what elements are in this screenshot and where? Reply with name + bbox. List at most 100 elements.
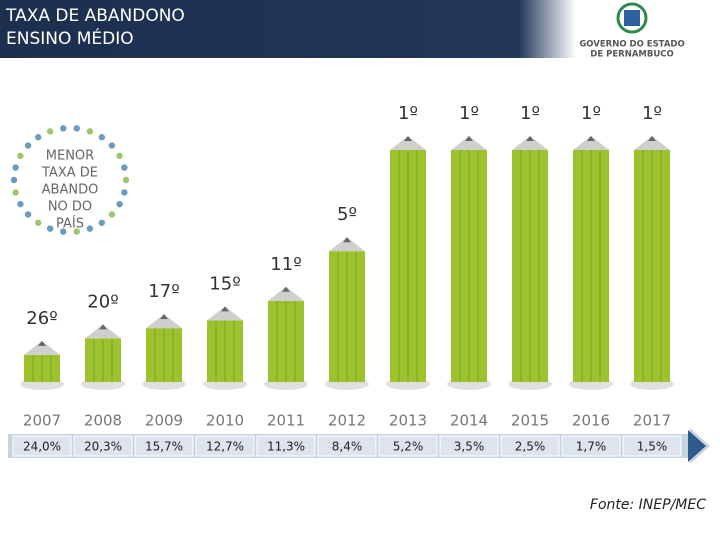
year-label: 2016 bbox=[572, 412, 610, 430]
year-label: 2017 bbox=[633, 412, 671, 430]
rate-label: 15,7% bbox=[145, 440, 183, 454]
pencil-tip bbox=[146, 314, 182, 329]
rank-label: 26º bbox=[26, 308, 57, 329]
pencil-lead bbox=[221, 306, 229, 312]
rank-label: 5º bbox=[337, 204, 357, 225]
year-label: 2012 bbox=[328, 412, 366, 430]
rate-label: 2,5% bbox=[515, 440, 546, 454]
year-label: 2014 bbox=[450, 412, 488, 430]
figure bbox=[116, 200, 123, 208]
figure bbox=[121, 164, 128, 171]
pencil-tip bbox=[329, 237, 365, 252]
pencil-tip bbox=[24, 340, 60, 355]
rate-label: 8,4% bbox=[332, 440, 363, 454]
rank-label: 17º bbox=[148, 281, 179, 302]
pencil-lead bbox=[465, 136, 473, 141]
year-label: 2013 bbox=[389, 412, 427, 430]
figure bbox=[108, 211, 116, 218]
figure bbox=[34, 134, 42, 141]
logo-text: GOVERNO DO ESTADO bbox=[579, 40, 684, 50]
figure bbox=[60, 228, 67, 235]
rate-box bbox=[378, 435, 438, 457]
figure bbox=[34, 219, 42, 226]
pencil-lead bbox=[404, 136, 412, 141]
figure bbox=[86, 225, 94, 232]
year-label: 2008 bbox=[84, 412, 122, 430]
rate-box bbox=[73, 435, 133, 457]
rate-box bbox=[317, 435, 377, 457]
pencil-tip bbox=[512, 136, 548, 150]
figure bbox=[17, 200, 24, 208]
figure bbox=[17, 152, 24, 160]
pencil-lead bbox=[587, 136, 595, 141]
figure bbox=[121, 189, 128, 196]
pencil-tip bbox=[207, 306, 243, 321]
subtitle: ENSINO MÉDIO bbox=[6, 27, 134, 49]
figure bbox=[46, 225, 54, 232]
badge-text: TAXA DE bbox=[41, 166, 98, 181]
figure bbox=[86, 128, 94, 135]
rate-box bbox=[12, 435, 72, 457]
rate-box bbox=[256, 435, 316, 457]
rate-label: 3,5% bbox=[454, 440, 485, 454]
rank-label: 1º bbox=[398, 103, 418, 124]
pencil-tip bbox=[390, 136, 426, 150]
badge-text: NO DO bbox=[48, 200, 92, 215]
pencil-lead bbox=[648, 136, 656, 141]
figure bbox=[108, 142, 116, 149]
logo-text: DE PERNAMBUCO bbox=[590, 50, 673, 60]
year-label: 2010 bbox=[206, 412, 244, 430]
pencil-tip bbox=[451, 136, 487, 150]
pencil-lead bbox=[526, 136, 534, 141]
rank-label: 1º bbox=[581, 103, 601, 124]
figure bbox=[98, 219, 106, 226]
badge-text: ABANDO bbox=[42, 183, 99, 198]
rate-box bbox=[439, 435, 499, 457]
year-label: 2007 bbox=[23, 412, 61, 430]
figure bbox=[12, 164, 19, 171]
rate-label: 12,7% bbox=[206, 440, 244, 454]
rate-label: 1,5% bbox=[637, 440, 668, 454]
badge-text: MENOR bbox=[46, 149, 94, 164]
rate-label: 11,3% bbox=[267, 440, 305, 454]
rank-label: 1º bbox=[642, 103, 662, 124]
figure bbox=[24, 211, 32, 218]
year-label: 2015 bbox=[511, 412, 549, 430]
rank-label: 20º bbox=[87, 291, 118, 312]
rate-label: 5,2% bbox=[393, 440, 424, 454]
rank-label: 1º bbox=[459, 103, 479, 124]
figure bbox=[24, 142, 32, 149]
pencil-lead bbox=[282, 286, 290, 292]
year-label: 2011 bbox=[267, 412, 305, 430]
rank-label: 15º bbox=[209, 273, 240, 294]
figure bbox=[10, 176, 18, 184]
pencil-tip bbox=[573, 136, 609, 150]
arrow-head bbox=[688, 430, 706, 462]
pencil-tip bbox=[634, 136, 670, 150]
pencil-lead bbox=[38, 340, 46, 346]
source: Fonte: INEP/MEC bbox=[590, 497, 706, 513]
badge-text: PAÍS bbox=[56, 216, 84, 232]
rate-box bbox=[134, 435, 194, 457]
rate-label: 20,3% bbox=[84, 440, 122, 454]
rate-box bbox=[622, 435, 682, 457]
rank-label: 1º bbox=[520, 103, 540, 124]
pencil-tip bbox=[85, 324, 121, 339]
rate-label: 24,0% bbox=[23, 440, 61, 454]
badge-ring bbox=[10, 125, 130, 235]
figure bbox=[116, 152, 123, 160]
figure bbox=[60, 125, 67, 132]
pencil-lead bbox=[99, 324, 107, 330]
rate-box bbox=[561, 435, 621, 457]
year-label: 2009 bbox=[145, 412, 183, 430]
figure bbox=[98, 134, 106, 141]
title: TAXA DE ABANDONO bbox=[5, 6, 185, 26]
figure bbox=[73, 228, 80, 235]
rate-label: 1,7% bbox=[576, 440, 607, 454]
pencil-lead bbox=[160, 314, 168, 320]
pencil-lead bbox=[343, 237, 351, 243]
figure bbox=[46, 128, 54, 135]
figure bbox=[73, 125, 80, 132]
